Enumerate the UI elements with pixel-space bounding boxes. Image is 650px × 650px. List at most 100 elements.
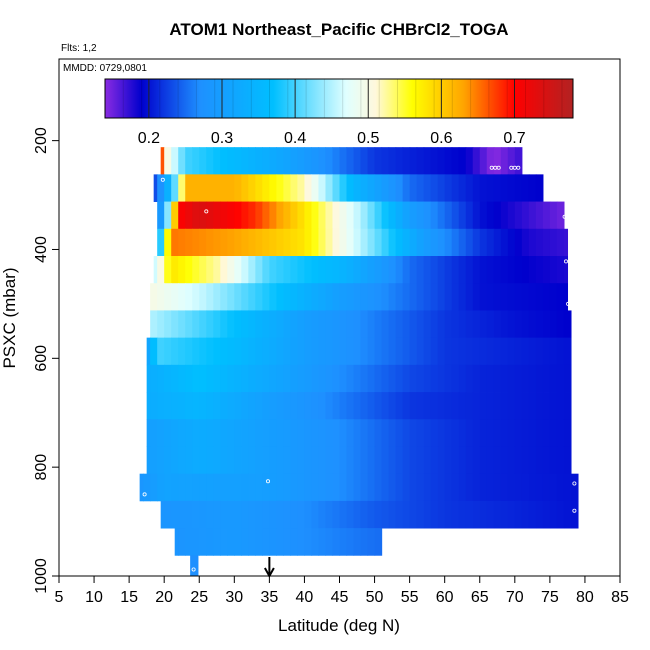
heatmap-cell <box>318 364 327 393</box>
heatmap-cell <box>535 392 544 420</box>
heatmap-cell <box>297 174 306 202</box>
heatmap-cell <box>542 419 551 447</box>
heatmap-cell <box>346 228 355 257</box>
heatmap-cell <box>409 419 418 447</box>
heatmap-cell <box>409 256 418 284</box>
heatmap-cell <box>374 337 383 366</box>
heatmap-cell <box>192 419 200 447</box>
heatmap-cell <box>479 310 488 339</box>
heatmap-cell <box>192 310 200 339</box>
heatmap-cell <box>374 283 383 311</box>
heatmap-cell <box>409 310 418 339</box>
heatmap-cell <box>507 419 516 447</box>
heatmap-cell <box>423 201 432 230</box>
x-tick-label: 35 <box>260 589 278 606</box>
heatmap-cell <box>332 364 341 393</box>
heatmap-cell <box>528 364 537 393</box>
heatmap-cell <box>479 147 488 175</box>
heatmap-cell <box>381 174 390 202</box>
heatmap-cell <box>178 174 186 202</box>
heatmap-cell <box>290 310 299 339</box>
x-tick-label: 30 <box>225 589 243 606</box>
heatmap-cell <box>339 228 348 257</box>
heatmap-cell <box>332 473 341 502</box>
heatmap-cell <box>416 473 425 502</box>
heatmap-cell <box>549 392 558 420</box>
heatmap-cell <box>500 201 509 230</box>
heatmap-cell <box>528 446 537 475</box>
heatmap-cell <box>388 473 397 502</box>
heatmap-cell <box>458 201 467 230</box>
heatmap-cell <box>171 337 179 366</box>
heatmap-cell <box>521 228 530 257</box>
heatmap-cell <box>346 147 355 175</box>
heatmap-cell <box>514 392 523 420</box>
heatmap-cell <box>213 446 221 475</box>
heatmap-cell <box>535 473 544 502</box>
heatmap-cell <box>325 283 334 311</box>
heatmap-cell <box>423 174 432 202</box>
heatmap-cell <box>297 419 306 447</box>
heatmap-cell <box>206 228 214 257</box>
heatmap-cell <box>220 174 228 202</box>
heatmap-cell <box>528 337 537 366</box>
heatmap-cell <box>416 310 425 339</box>
heatmap-cell <box>416 201 425 230</box>
heatmap-cell <box>297 283 306 311</box>
heatmap-cell <box>297 147 306 175</box>
heatmap-cell <box>262 147 270 175</box>
heatmap-cell <box>535 500 544 529</box>
heatmap-cell <box>465 283 474 311</box>
heatmap-cell <box>472 500 481 529</box>
heatmap-cell <box>199 174 207 202</box>
heatmap-cell <box>402 446 411 475</box>
heatmap-cell <box>367 419 376 447</box>
heatmap-cell <box>528 283 537 311</box>
heatmap-cell <box>339 446 348 475</box>
heatmap-cell <box>269 337 277 366</box>
heatmap-cell <box>311 174 320 202</box>
heatmap-cell <box>171 364 179 393</box>
heatmap-cell <box>507 147 516 175</box>
heatmap-cell <box>199 310 207 339</box>
heatmap-cell <box>409 473 418 502</box>
heatmap-cell <box>353 228 362 257</box>
heatmap-cell <box>458 174 467 202</box>
heatmap-cell <box>395 174 404 202</box>
heatmap-cell <box>178 337 186 366</box>
heatmap-cell <box>402 147 411 175</box>
sample-point <box>204 209 209 214</box>
sample-point <box>566 301 571 306</box>
heatmap-cell <box>381 283 390 311</box>
heatmap-cell <box>493 500 502 529</box>
heatmap-cell <box>318 283 327 311</box>
heatmap-cell <box>409 174 418 202</box>
heatmap-cell <box>146 392 151 420</box>
heatmap-cell <box>388 310 397 339</box>
heatmap-cell <box>409 500 418 529</box>
heatmap-cell <box>213 256 221 284</box>
x-tick-label: 65 <box>471 589 489 606</box>
heatmap-cell <box>430 228 439 257</box>
heatmap-cell <box>374 256 383 284</box>
heatmap-cell <box>178 473 186 502</box>
heatmap-cell <box>164 500 172 529</box>
heatmap-cell <box>262 337 270 366</box>
heatmap-cell <box>283 310 292 339</box>
heatmap-cell <box>332 528 341 556</box>
heatmap-cell <box>556 419 565 447</box>
heatmap-cell <box>374 473 383 502</box>
heatmap-cell <box>192 201 200 230</box>
heatmap-cell <box>374 310 383 339</box>
heatmap-cell <box>234 528 242 556</box>
heatmap-cell <box>493 419 502 447</box>
heatmap-cell <box>465 500 474 529</box>
heatmap-cell <box>311 392 320 420</box>
heatmap-cell <box>283 419 292 447</box>
heatmap-cell <box>549 473 558 502</box>
heatmap-cell <box>549 310 558 339</box>
heatmap-cell <box>304 147 313 175</box>
heatmap-cell <box>346 392 355 420</box>
heatmap-cell <box>255 364 263 393</box>
heatmap-cell <box>395 364 404 393</box>
